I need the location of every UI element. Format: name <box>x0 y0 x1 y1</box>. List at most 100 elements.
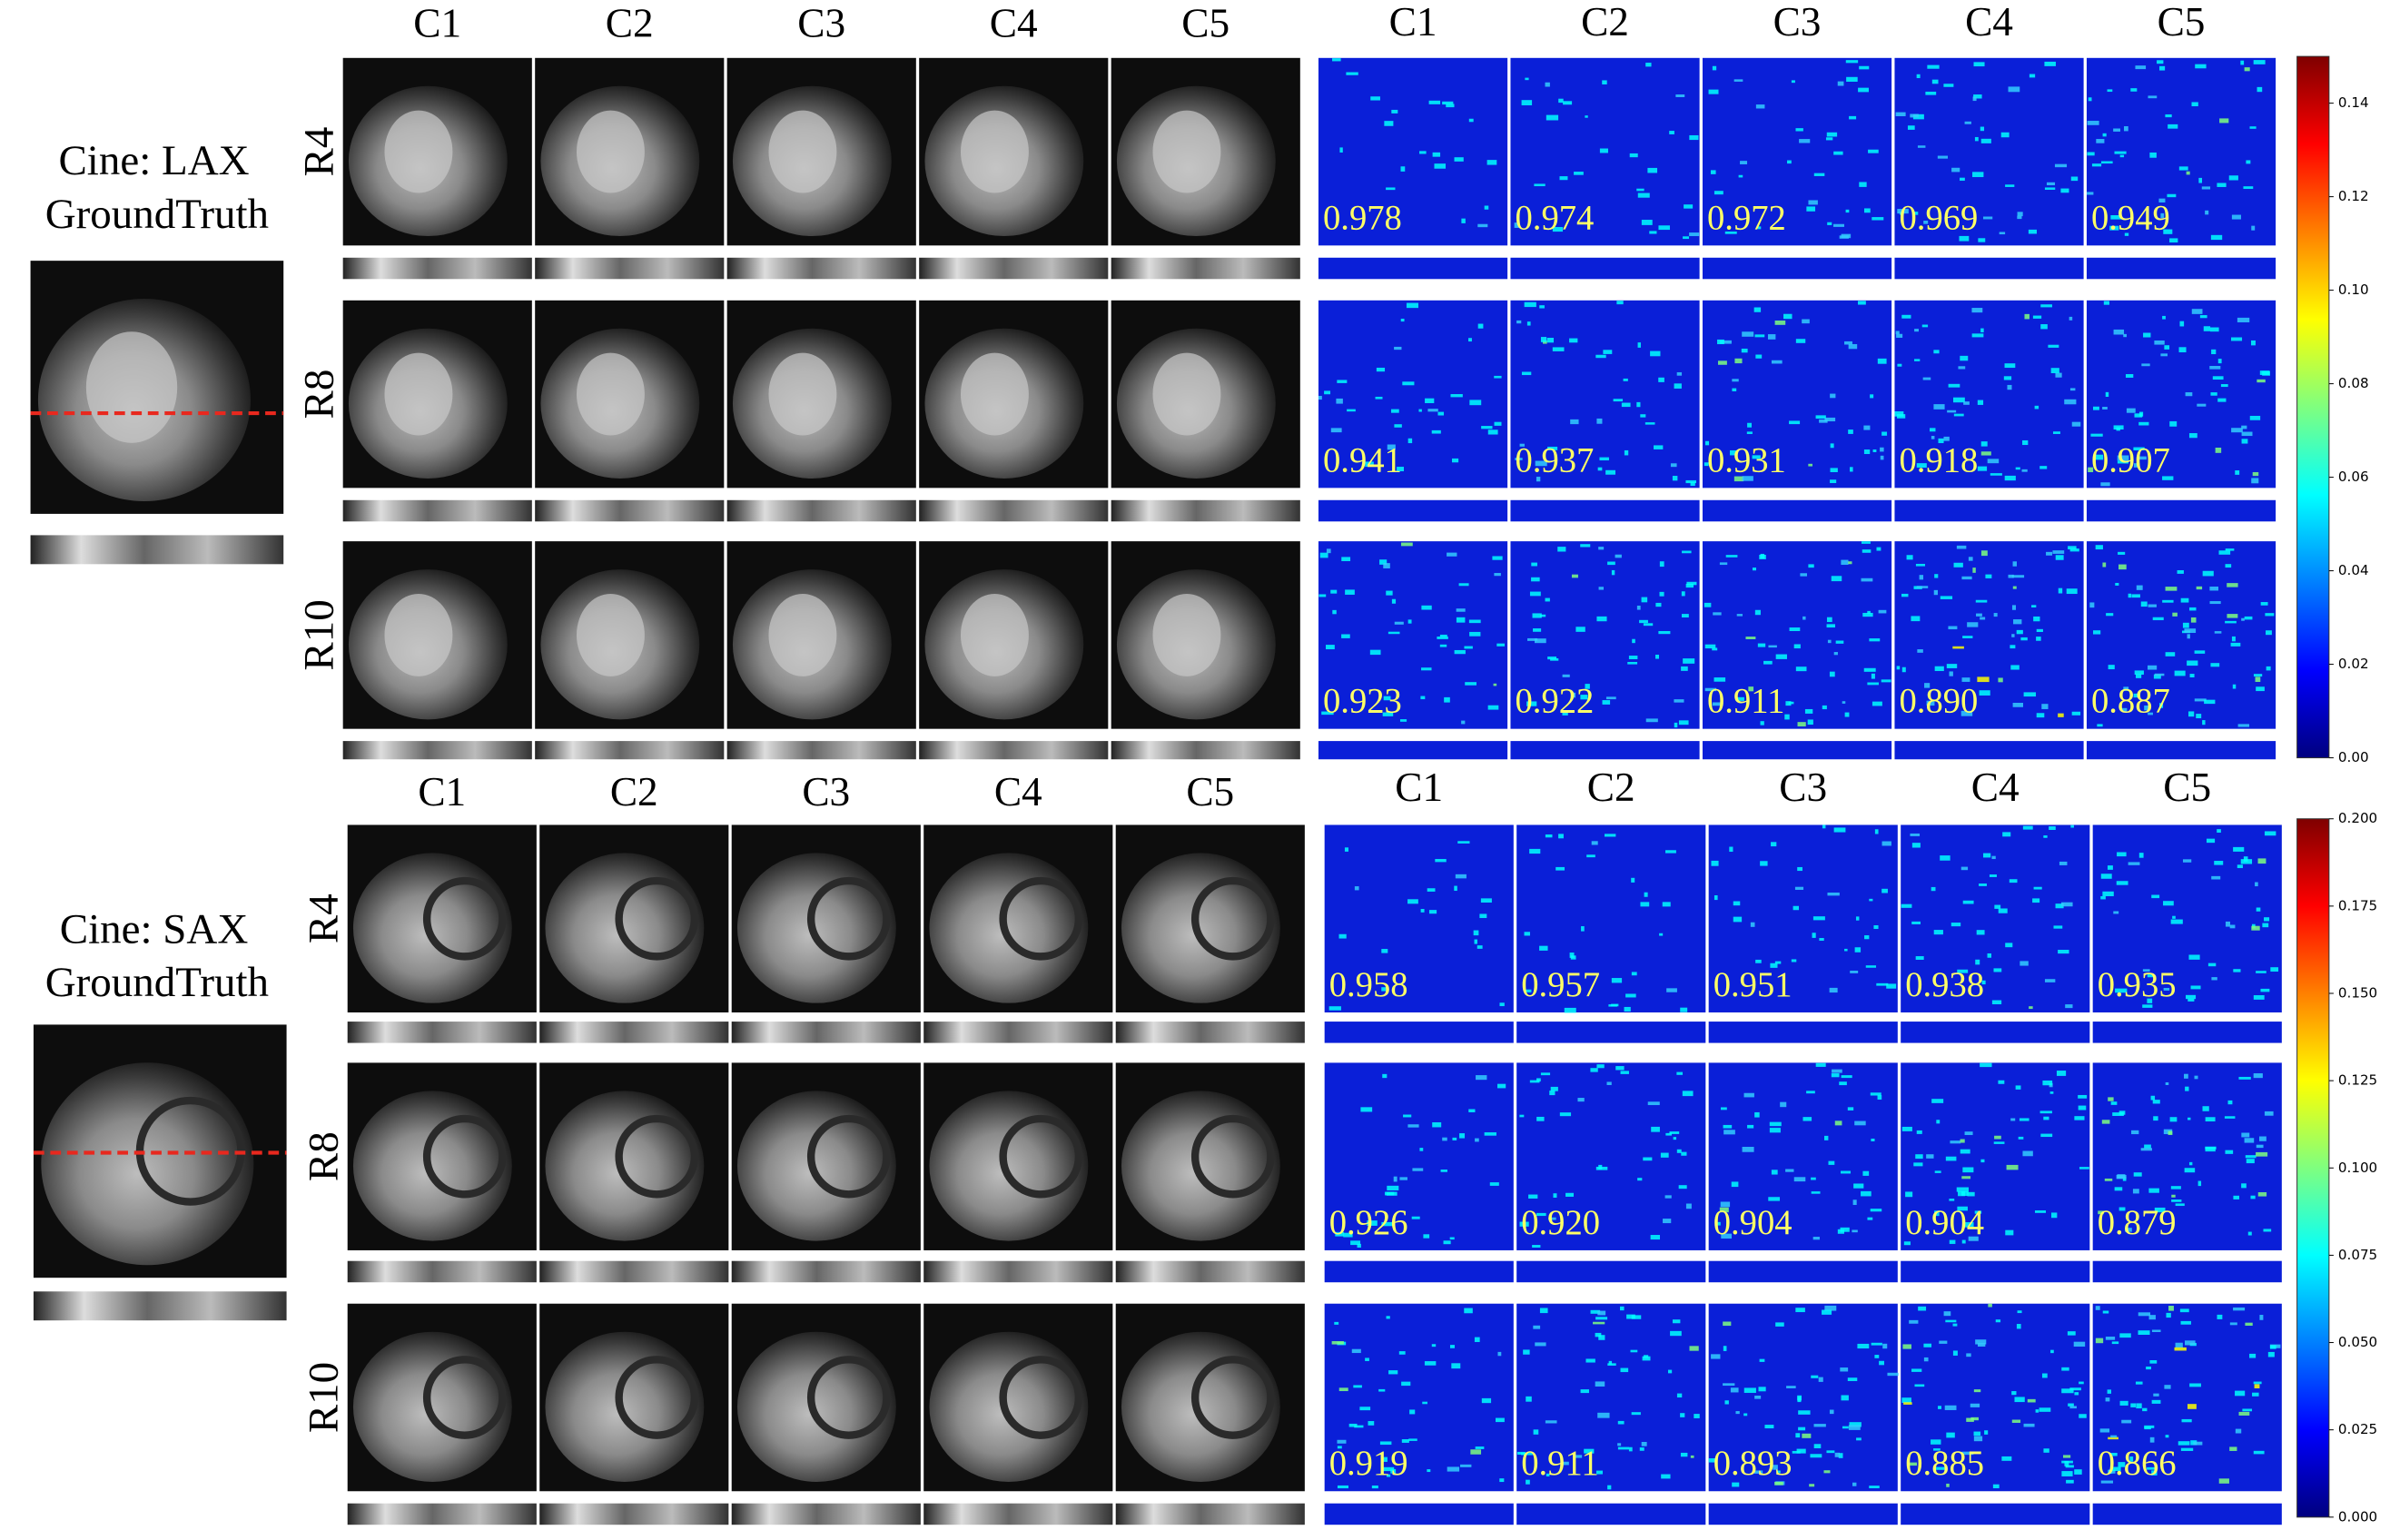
error-speckle <box>2253 1381 2262 1385</box>
error-speckle <box>2188 998 2195 1002</box>
error-speckle <box>1815 415 1826 420</box>
error-speckle <box>2243 856 2248 862</box>
error-strip <box>2092 1503 2282 1525</box>
error-speckle <box>2102 1310 2109 1314</box>
error-speckle <box>2253 674 2263 677</box>
error-speckle <box>2089 602 2095 608</box>
error-speckle <box>1402 381 1415 386</box>
error-speckle <box>2018 1136 2024 1140</box>
error-speckle <box>2152 1100 2160 1104</box>
error-speckle <box>2210 663 2220 667</box>
error-speckle <box>2099 1428 2110 1433</box>
error-speckle <box>2168 123 2178 129</box>
error-speckle <box>2247 1231 2252 1236</box>
error-speckle <box>1844 341 1852 345</box>
error-speckle <box>2249 1353 2257 1358</box>
mri-image <box>768 110 837 193</box>
error-speckle <box>1664 1195 1672 1199</box>
error-speckle <box>1736 614 1743 617</box>
error-speckle <box>1674 722 1678 728</box>
error-speckle <box>1903 1402 1912 1405</box>
error-speckle <box>2061 1388 2074 1394</box>
error-speckle <box>1330 428 1342 433</box>
error-speckle <box>2100 896 2106 900</box>
error-speckle <box>1914 1384 1925 1387</box>
error-speckle <box>1712 702 1723 706</box>
error-speckle <box>1326 548 1331 554</box>
mri-strip <box>1115 1022 1305 1043</box>
mri-image <box>960 352 1029 436</box>
error-speckle <box>1980 550 1988 557</box>
error-speckle <box>2169 420 2178 427</box>
error-speckle <box>2189 674 2195 678</box>
error-speckle <box>1370 96 1380 101</box>
error-strip <box>1318 499 1508 522</box>
mri-image <box>352 1091 512 1241</box>
error-speckle <box>1379 1441 1392 1446</box>
error-speckle <box>1824 1135 1829 1140</box>
error-speckle <box>1944 1405 1957 1410</box>
error-speckle <box>1862 549 1872 553</box>
error-speckle <box>2148 604 2157 607</box>
error-speckle <box>1394 621 1404 625</box>
colorbar-tick-label: 0.04 <box>2338 562 2369 578</box>
error-speckle <box>2039 1407 2051 1412</box>
ssim-value: 0.941 <box>1323 441 1402 479</box>
error-speckle <box>1548 1217 1556 1220</box>
error-speckle <box>2074 1392 2079 1396</box>
error-speckle <box>1423 1234 1430 1239</box>
error-speckle <box>1593 1321 1605 1325</box>
error-speckle <box>2110 1101 2118 1105</box>
error-speckle <box>1455 874 1467 879</box>
error-speckle <box>1994 904 2001 909</box>
error-speckle <box>2069 316 2073 321</box>
error-speckle <box>1933 404 1945 410</box>
error-speckle <box>1337 1439 1347 1444</box>
error-speckle <box>2217 183 2227 187</box>
error-speckle <box>2190 985 2201 990</box>
error-speckle <box>1758 1387 1766 1392</box>
ssim-value: 0.890 <box>1900 683 1979 721</box>
error-speckle <box>1624 1006 1631 1012</box>
mri-image <box>929 853 1089 1003</box>
error-speckle <box>1913 1162 1923 1167</box>
error-map <box>1516 1062 1706 1250</box>
error-speckle <box>1516 320 1522 324</box>
error-speckle <box>2138 1312 2151 1317</box>
mri-image <box>615 876 699 961</box>
error-speckle <box>2049 826 2056 830</box>
error-speckle <box>2116 1174 2127 1180</box>
error-speckle <box>1558 834 1564 839</box>
error-speckle <box>1529 848 1541 854</box>
column-header: C5 <box>1181 1 1230 46</box>
error-speckle <box>1682 1091 1694 1097</box>
error-speckle <box>1972 172 1984 178</box>
error-speckle <box>2165 1435 2169 1438</box>
error-speckle <box>2013 619 2022 625</box>
error-speckle <box>1476 1075 1487 1081</box>
error-speckle <box>2219 118 2229 123</box>
error-speckle <box>1555 866 1565 871</box>
error-speckle <box>2117 460 2128 464</box>
error-speckle <box>1681 1151 1687 1156</box>
error-speckle <box>1689 232 1700 237</box>
error-speckle <box>1747 422 1752 428</box>
error-speckle <box>1708 1458 1716 1463</box>
error-speckle <box>1616 301 1624 305</box>
error-speckle <box>1534 183 1546 187</box>
error-speckle <box>1844 948 1848 952</box>
error-speckle <box>1730 1387 1739 1393</box>
error-speckle <box>1390 409 1399 413</box>
error-strip <box>1516 1022 1706 1043</box>
error-speckle <box>2042 1080 2053 1086</box>
error-speckle <box>1881 431 1888 436</box>
error-speckle <box>1966 1353 1971 1357</box>
error-speckle <box>1685 479 1696 484</box>
error-speckle <box>2039 466 2048 469</box>
error-speckle <box>1712 65 1717 71</box>
error-speckle <box>1468 118 1474 123</box>
error-speckle <box>2196 714 2202 719</box>
column-header: C2 <box>1581 0 1629 44</box>
error-speckle <box>2187 634 2190 639</box>
error-speckle <box>1642 1356 1651 1361</box>
